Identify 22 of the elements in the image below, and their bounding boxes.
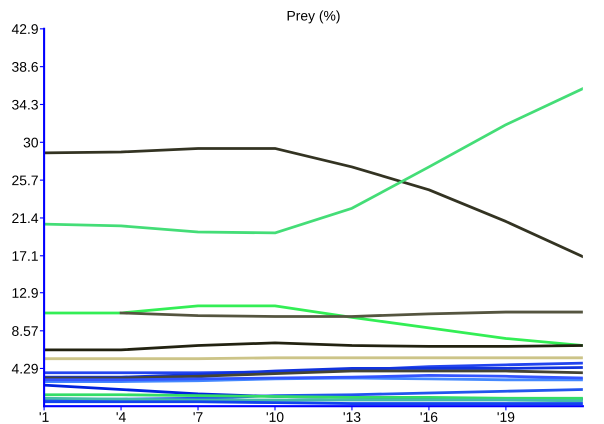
x-tick-label: '19 [498,412,514,422]
y-tick-label: 34.3 [12,100,38,110]
y-tick-label: 8.57 [12,326,38,336]
x-tick-label: '4 [116,412,126,422]
y-tick-label: 21.4 [12,213,38,223]
x-tick-label: '7 [194,412,203,422]
y-tick-label: 12.9 [12,288,38,298]
line-series [44,87,583,234]
x-tick-label: '16 [420,412,438,422]
y-tick-label: 30 [24,138,38,148]
chart-title: Prey (%) [288,10,340,24]
line-series [44,341,583,352]
line-series [44,147,583,258]
x-tick-label: '13 [344,412,360,422]
y-tick-label: 17.1 [12,251,38,261]
line-series [44,370,583,380]
x-tick-label: '1 [40,412,49,422]
x-tick-label: '10 [266,412,284,422]
y-tick-label: 25.7 [12,175,38,186]
y-tick-label: 4.29 [12,364,38,374]
y-tick-label: 38.6 [12,62,38,72]
y-tick-label: 42.9 [12,24,38,34]
